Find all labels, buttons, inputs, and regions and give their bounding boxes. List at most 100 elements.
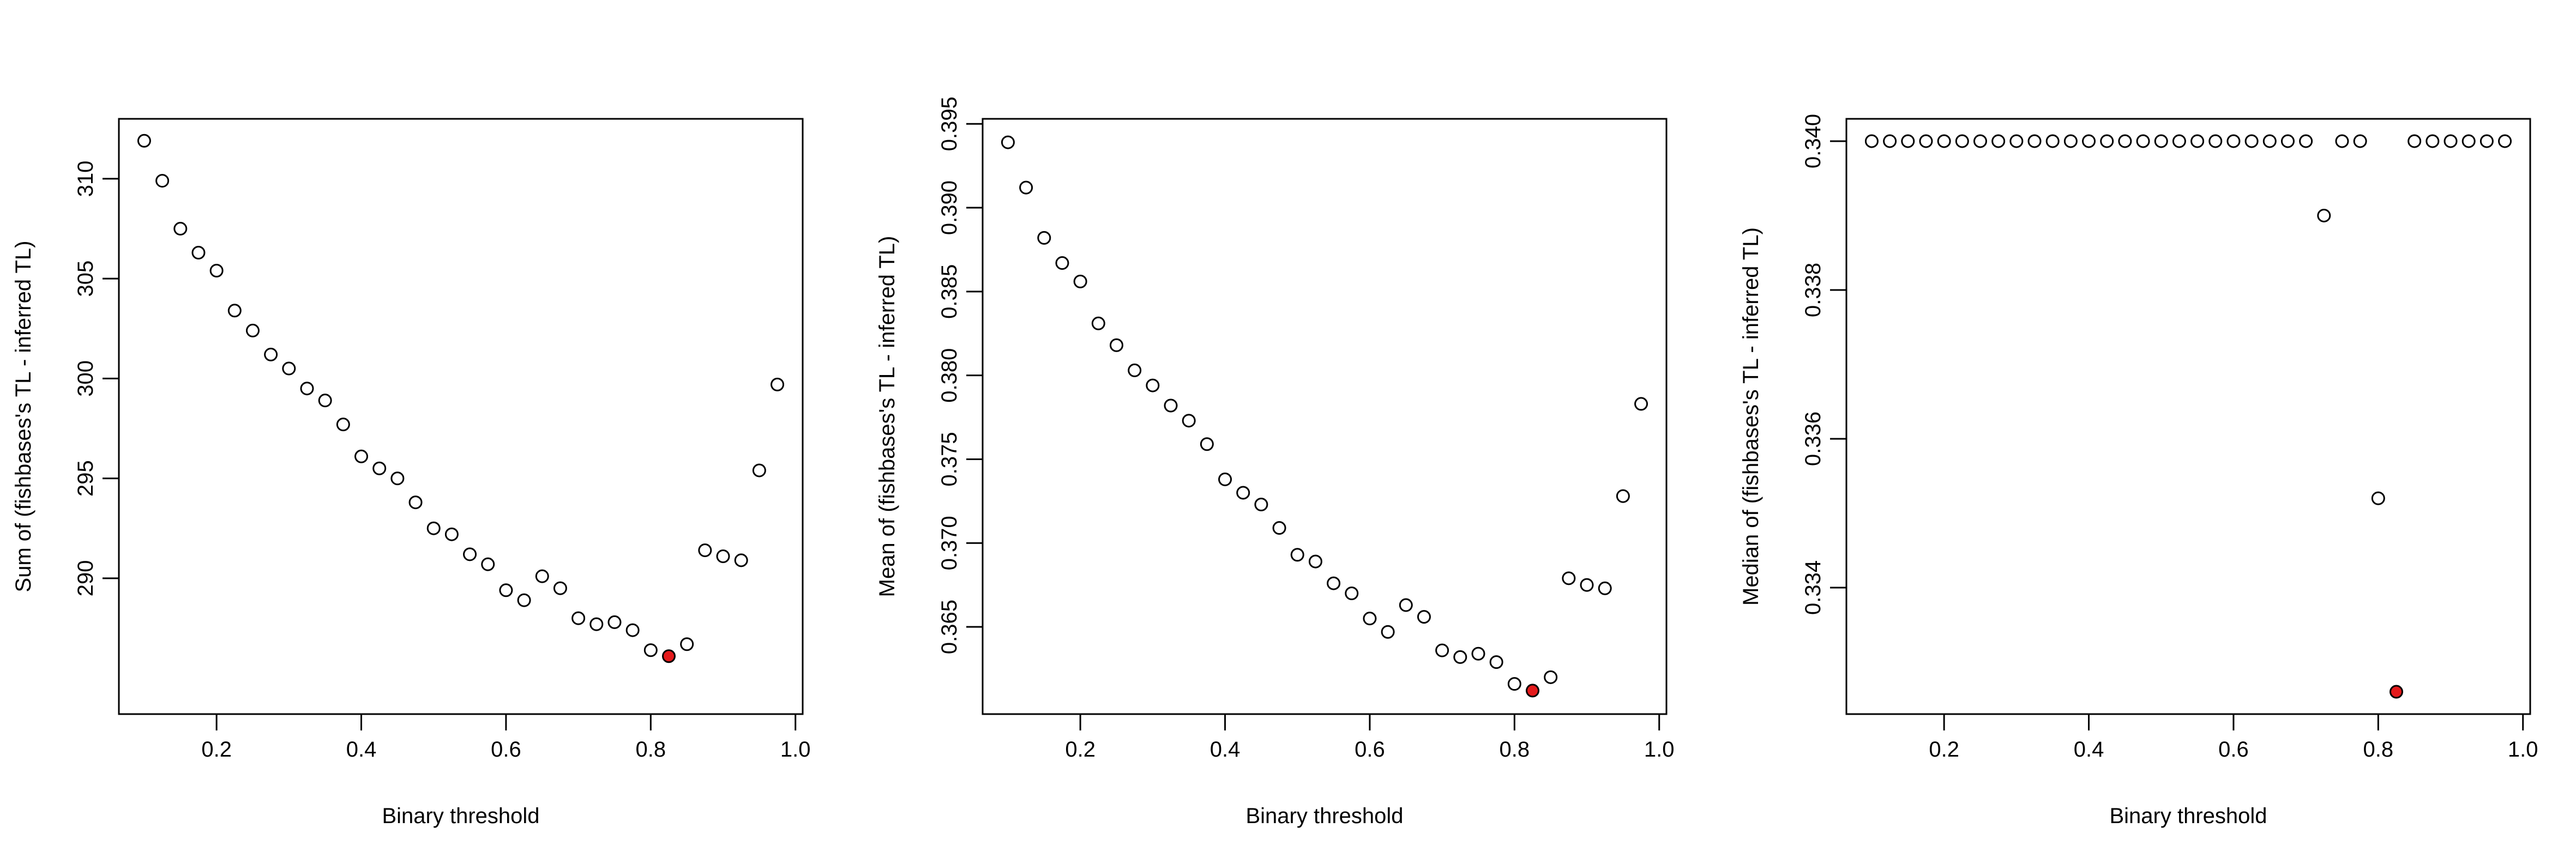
- plot-frame: [982, 118, 1668, 715]
- data-point: [137, 134, 151, 148]
- data-point: [2353, 134, 2367, 148]
- data-point: [245, 323, 260, 337]
- x-axis-label: Binary threshold: [1245, 804, 1403, 828]
- y-axis-label: Sum of (fishbases's TL - inferred TL): [11, 241, 35, 593]
- x-tick-label: 0.6: [2218, 738, 2249, 762]
- data-point: [1200, 437, 1214, 451]
- data-point: [553, 581, 567, 595]
- data-point: [680, 637, 694, 651]
- data-point: [1616, 489, 1630, 503]
- y-tick-label: 295: [74, 460, 98, 497]
- y-tick-label: 0.370: [937, 516, 961, 570]
- data-point: [1634, 397, 1648, 411]
- data-point: [1489, 655, 1503, 669]
- data-point: [2027, 134, 2042, 148]
- data-point: [1562, 571, 1576, 585]
- data-point: [535, 569, 549, 583]
- data-point: [1544, 670, 1558, 684]
- x-tick-label: 1.0: [1644, 738, 1675, 762]
- data-point: [1453, 650, 1467, 664]
- y-tick-label: 0.375: [937, 432, 961, 486]
- x-tick-label: 0.6: [1355, 738, 1385, 762]
- x-tick-label: 0.4: [346, 738, 377, 762]
- data-point: [2244, 134, 2259, 148]
- data-point: [300, 382, 314, 396]
- data-point: [1864, 134, 1879, 148]
- plot-frame: [1845, 118, 2531, 715]
- data-point: [1580, 578, 1594, 592]
- data-point: [2498, 134, 2512, 148]
- data-point: [625, 623, 640, 637]
- data-point: [1218, 472, 1232, 486]
- data-point: [390, 472, 405, 486]
- y-tick-label: 0.380: [937, 348, 961, 403]
- y-tick-label: 0.338: [1801, 263, 1825, 317]
- y-tick-label: 310: [74, 161, 98, 197]
- data-point: [1254, 497, 1268, 511]
- data-point: [1146, 378, 1160, 392]
- data-point: [209, 263, 224, 277]
- data-point: [173, 222, 188, 236]
- data-point: [426, 521, 441, 535]
- y-axis-label: Mean of (fishbases's TL - inferred TL): [875, 236, 899, 597]
- data-point: [1345, 587, 1359, 601]
- data-point: [2461, 134, 2476, 148]
- data-point: [734, 553, 748, 567]
- data-point: [2009, 134, 2024, 148]
- data-point: [499, 583, 513, 597]
- data-point: [752, 463, 766, 478]
- x-tick-label: 1.0: [780, 738, 811, 762]
- data-point: [408, 496, 423, 510]
- data-point: [2335, 134, 2349, 148]
- data-point: [571, 611, 586, 625]
- data-point: [1435, 643, 1449, 657]
- data-point: [1073, 274, 1087, 288]
- x-tick-label: 0.8: [1500, 738, 1530, 762]
- x-tick-label: 1.0: [2508, 738, 2538, 762]
- data-point: [264, 347, 278, 361]
- data-point-highlighted: [1526, 684, 1540, 698]
- data-point: [2280, 134, 2295, 148]
- data-point: [2299, 134, 2313, 148]
- x-tick-label: 0.2: [1929, 738, 1959, 762]
- data-point: [2425, 134, 2440, 148]
- data-point: [155, 174, 170, 188]
- data-point: [481, 557, 495, 571]
- data-point: [1937, 134, 1951, 148]
- data-point: [698, 543, 712, 558]
- chart-panel-3: 0.2 0.4 0.6 0.8 1.0 0.334 0.336 0.338 0.340 Binar…: [1739, 114, 2538, 828]
- y-axis-label: Median of (fishbases's TL - inferred TL): [1739, 227, 1763, 606]
- data-point: [2208, 134, 2223, 148]
- data-point: [643, 643, 658, 657]
- data-point: [716, 549, 730, 564]
- x-tick-label: 0.8: [2363, 738, 2394, 762]
- x-tick-label: 0.6: [491, 738, 521, 762]
- data-point: [2479, 134, 2494, 148]
- data-point: [2190, 134, 2205, 148]
- y-tick-label: 0.385: [937, 264, 961, 319]
- data-point: [517, 593, 531, 607]
- data-point-highlighted: [2390, 685, 2404, 699]
- data-point: [1381, 625, 1395, 639]
- data-point: [191, 246, 206, 260]
- data-point: [1991, 134, 2006, 148]
- data-point: [1901, 134, 1915, 148]
- data-point: [1091, 316, 1105, 330]
- data-point: [1471, 646, 1485, 661]
- x-tick-label: 0.4: [1210, 738, 1241, 762]
- data-point: [2226, 134, 2241, 148]
- data-point: [1037, 231, 1051, 245]
- data-point: [1290, 548, 1304, 562]
- data-point: [1399, 598, 1413, 612]
- y-tick-label: 305: [74, 261, 98, 297]
- x-tick-label: 0.2: [1065, 738, 1096, 762]
- x-tick-label: 0.8: [636, 738, 666, 762]
- data-point: [2443, 134, 2458, 148]
- data-point: [1417, 610, 1431, 624]
- data-point: [2172, 134, 2186, 148]
- data-point: [607, 615, 622, 629]
- data-point: [2408, 134, 2422, 148]
- data-point: [1272, 521, 1286, 535]
- data-point: [2063, 134, 2078, 148]
- data-point: [2371, 491, 2385, 505]
